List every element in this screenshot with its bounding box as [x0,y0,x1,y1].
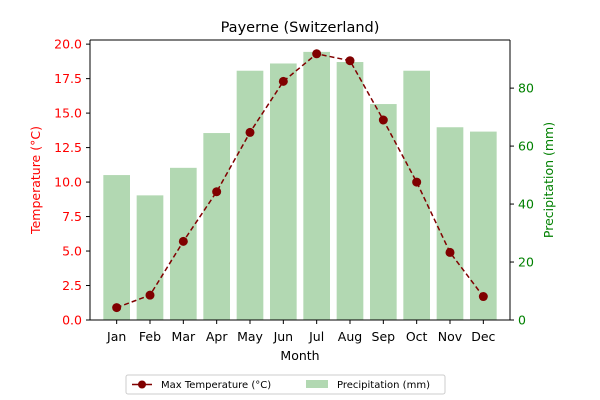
legend-bar-swatch [306,380,328,388]
x-axis-label: Month [280,348,319,363]
precipitation-bar-jun [270,63,297,320]
x-tick-label: Mar [172,329,196,344]
left-axis-ticks: 0.0 2.5 5.0 7.5 10.0 12.5 15.0 17.5 20.0 [54,37,90,328]
temperature-point-nov [445,247,455,257]
left-tick-label: 17.5 [54,71,82,86]
precipitation-bar-jan [103,175,130,320]
precipitation-bar-feb [136,195,164,320]
x-tick-label: Jan [106,329,126,344]
precipitation-bar-oct [403,70,430,320]
left-tick-label: 0.0 [62,313,82,328]
right-tick-label: 0 [518,313,526,328]
x-tick-label: Jul [308,329,324,344]
left-tick-label: 12.5 [54,140,82,155]
temperature-point-may [245,127,255,137]
left-axis-label: Temperature (°C) [28,126,43,235]
left-tick-label: 2.5 [62,278,82,293]
x-tick-label: Nov [438,329,463,344]
left-tick-label: 10.0 [54,175,82,190]
x-axis-ticks: Jan Feb Mar Apr May Jun Jul Aug Sep Oct Nov Dec [106,320,496,344]
temperature-point-aug [345,56,355,66]
x-tick-label: Oct [406,329,428,344]
x-tick-label: Dec [471,329,495,344]
precipitation-bar-sep [370,104,397,320]
right-tick-label: 60 [518,139,534,154]
precipitation-bar-nov [436,127,464,321]
legend-label-temperature: Max Temperature (°C) [161,380,271,391]
x-tick-label: Jun [273,329,294,344]
legend-line-marker [138,380,146,389]
temperature-point-apr [212,187,222,197]
precipitation-bar-jul [303,51,330,320]
legend-label-precipitation: Precipitation (mm) [337,380,430,391]
temperature-point-mar [178,236,188,246]
temperature-point-jan [112,303,122,313]
x-tick-label: Apr [206,329,228,344]
precipitation-bar-may [236,70,264,320]
x-tick-label: May [237,329,263,344]
x-tick-label: Sep [372,329,396,344]
precipitation-bars [103,51,497,321]
right-tick-label: 40 [518,197,534,212]
x-tick-label: Feb [139,329,161,344]
temperature-point-sep [378,115,388,125]
right-tick-label: 20 [518,255,534,270]
precipitation-bar-aug [336,62,364,320]
temperature-point-feb [145,290,155,300]
right-tick-label: 80 [518,81,534,96]
temperature-line-group [112,49,488,313]
left-tick-label: 20.0 [54,37,82,52]
precipitation-bar-dec [470,131,497,320]
right-axis-ticks: 0 20 40 60 80 [510,81,534,328]
right-axis-label: Precipitation (mm) [541,122,556,238]
legend: Max Temperature (°C) Precipitation (mm) [125,374,446,395]
left-tick-label: 5.0 [62,244,82,259]
chart-title: Payerne (Switzerland) [221,20,380,36]
temperature-point-jun [278,76,288,86]
temperature-point-dec [478,292,488,302]
precipitation-bar-apr [203,133,230,320]
left-tick-label: 7.5 [62,209,82,224]
temperature-point-oct [412,177,422,187]
temperature-line [116,52,484,309]
temperature-point-jul [312,49,322,59]
x-tick-label: Aug [338,329,362,344]
legend-box [125,374,446,395]
left-tick-label: 15.0 [54,106,82,121]
